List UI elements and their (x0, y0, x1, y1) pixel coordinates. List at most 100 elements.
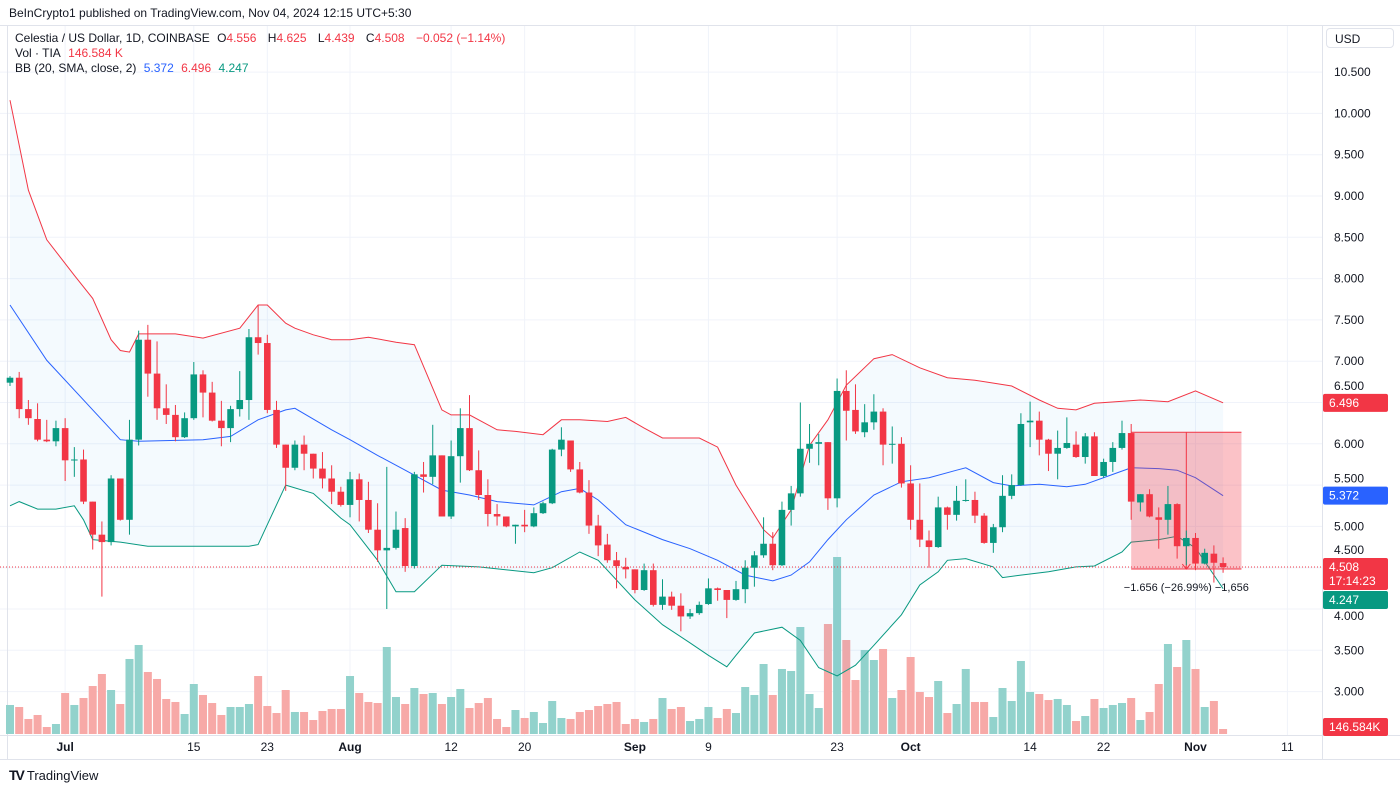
candle (613, 552, 620, 589)
volume-bar (548, 700, 557, 734)
volume-bar (787, 670, 796, 734)
volume-bar (529, 711, 538, 734)
volume-bar (226, 707, 235, 734)
candle (264, 334, 271, 414)
volume-bar (1099, 707, 1108, 734)
candle-body (126, 439, 133, 520)
candle (1164, 485, 1172, 535)
currency-button[interactable]: USD (1326, 28, 1394, 48)
volume-bar (474, 703, 483, 734)
candle-body (346, 479, 354, 505)
volume-bar (162, 698, 171, 734)
change-value: −0.052 (−1.14%) (415, 31, 506, 45)
candle-body (254, 337, 262, 344)
volume-bar (1062, 704, 1071, 734)
volume-bar (134, 644, 143, 734)
volume-bar (584, 710, 593, 734)
candle (466, 395, 473, 472)
candle-body (631, 569, 639, 591)
candle (300, 435, 308, 471)
candle (705, 578, 712, 605)
candle (1173, 503, 1181, 559)
volume-bar (1035, 694, 1044, 734)
candle-body (162, 408, 170, 415)
volume-bar (1200, 707, 1209, 734)
volume-label[interactable]: Vol · TIA (15, 46, 61, 60)
volume-bar (750, 694, 759, 734)
volume-bar (107, 690, 116, 734)
volume-bar (539, 723, 548, 734)
volume-bar (1044, 700, 1053, 734)
candle (328, 465, 335, 505)
candle (741, 560, 749, 604)
candle (319, 452, 326, 489)
volume-bars (6, 557, 1228, 734)
bollinger-mid-badge-text: 5.372 (1329, 489, 1359, 503)
candle (346, 471, 354, 518)
candle (107, 475, 115, 546)
symbol-name[interactable]: Celestia / US Dollar, 1D, COINBASE (15, 31, 210, 45)
candle (429, 424, 437, 485)
volume-legend: Vol · TIA 146.584 K (15, 46, 127, 60)
candle (420, 461, 427, 493)
tradingview-footer[interactable]: TV TradingView (9, 767, 98, 783)
time-tick-label: 9 (705, 740, 712, 754)
volume-badge: 146.584K (1323, 718, 1388, 736)
candle-body (475, 470, 482, 496)
time-tick-label: Sep (624, 740, 646, 754)
candle-body (264, 343, 271, 410)
volume-bar (346, 676, 355, 734)
candle-body (1072, 444, 1080, 458)
time-tick-label: 15 (187, 740, 201, 754)
candle-body (98, 534, 106, 543)
candle (521, 509, 528, 533)
candle-body (962, 499, 970, 501)
candle (916, 483, 924, 548)
volume-bar (980, 701, 989, 734)
candle (778, 501, 786, 567)
candle-body (944, 507, 951, 515)
volume-bar (437, 704, 446, 734)
volume-bar (1026, 691, 1035, 734)
candle-body (640, 570, 648, 591)
volume-bar (410, 687, 419, 734)
volume-bar (198, 694, 207, 734)
candle-body (153, 373, 161, 409)
volume-bar (649, 718, 658, 734)
volume-bar (704, 707, 713, 734)
volume-bar (915, 691, 924, 734)
candle-body (705, 588, 712, 605)
candle (1072, 431, 1080, 458)
candle-body (539, 503, 547, 514)
candle (815, 433, 823, 466)
volume-bar (842, 640, 851, 734)
volume-bar (989, 717, 998, 734)
candle-body (879, 411, 887, 445)
candle (401, 518, 409, 572)
candle (1183, 530, 1190, 566)
volume-bar (823, 624, 832, 734)
candle (6, 376, 14, 386)
candle (686, 609, 694, 619)
volume-bar (998, 687, 1007, 734)
candle (52, 420, 60, 447)
candle-body (999, 495, 1006, 528)
volume-bar (1209, 700, 1218, 734)
volume-bar (1117, 703, 1126, 734)
close-label: C (365, 31, 375, 45)
volume-bar (511, 710, 520, 734)
volume-bar (465, 707, 474, 734)
candle-body (337, 491, 345, 505)
candle-body (107, 478, 115, 543)
candle-body (1146, 494, 1153, 517)
candle-body (493, 514, 501, 517)
candle-body (530, 513, 538, 527)
volume-bar (732, 713, 741, 734)
candle (273, 400, 280, 448)
volume-bar (116, 704, 125, 734)
volume-bar (483, 697, 492, 734)
candle-body (420, 474, 427, 477)
candle-body (852, 409, 859, 432)
bollinger-label[interactable]: BB (20, SMA, close, 2) (15, 61, 137, 75)
